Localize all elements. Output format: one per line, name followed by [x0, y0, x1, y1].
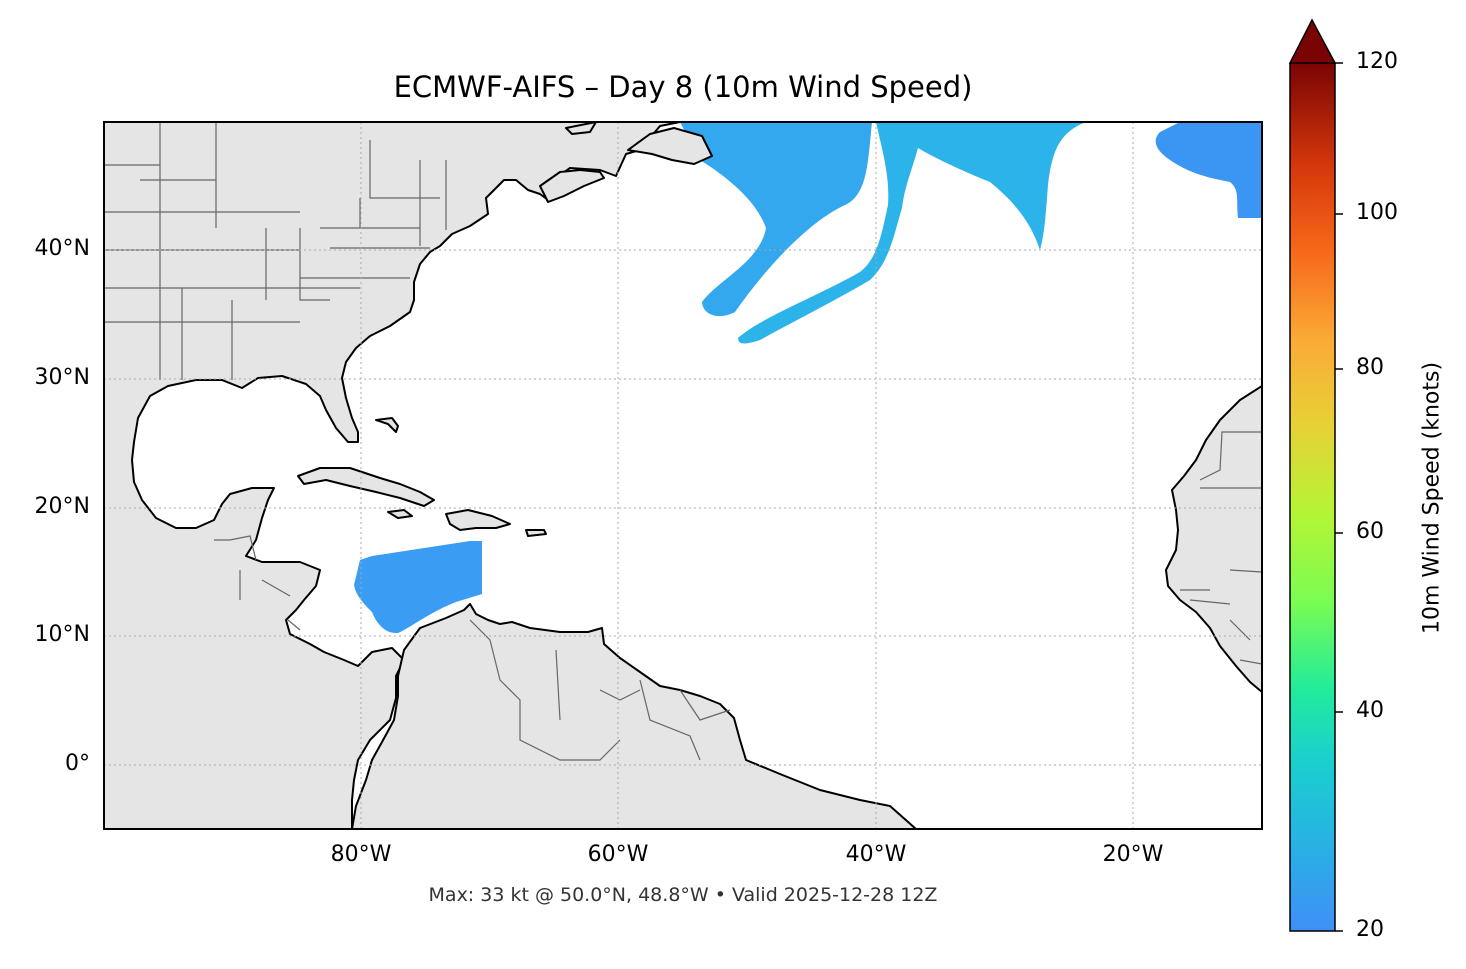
jamaica	[387, 509, 413, 519]
map-title: ECMWF-AIFS – Day 8 (10m Wind Speed)	[393, 70, 973, 104]
colorbar	[1288, 18, 1343, 932]
labrador-fragment	[565, 122, 597, 135]
wind-patch-north-atlantic-2	[738, 122, 1086, 344]
colorbar-tick: 80	[1356, 355, 1384, 380]
lon-tick: 80°W	[330, 842, 392, 867]
colorbar-label: 10m Wind Speed (knots)	[1419, 361, 1445, 635]
boundaries	[104, 122, 1262, 761]
south-america	[351, 603, 917, 829]
land	[104, 122, 1262, 829]
colorbar-tick: 120	[1356, 49, 1398, 74]
lat-tick: 0°	[65, 751, 90, 776]
colorbar-tick: 100	[1356, 200, 1398, 225]
lat-tick: 30°N	[34, 365, 90, 390]
colorbar-tick: 20	[1356, 917, 1384, 942]
lon-tick: 60°W	[587, 842, 649, 867]
colorbar-tick: 40	[1356, 698, 1384, 723]
puerto-rico	[525, 529, 547, 537]
newfoundland	[627, 127, 713, 165]
colorbar-outline	[1289, 63, 1336, 932]
colorbar-tick: 60	[1356, 519, 1384, 544]
nova-scotia	[539, 169, 605, 203]
hispaniola	[445, 509, 511, 531]
lat-tick: 20°N	[34, 494, 90, 519]
lon-tick: 40°W	[845, 842, 907, 867]
lon-tick: 20°W	[1102, 842, 1164, 867]
max-wind-footer: Max: 33 kt @ 50.0°N, 48.8°W • Valid 2025…	[428, 884, 938, 906]
cuba	[297, 467, 435, 507]
lat-tick: 10°N	[34, 622, 90, 647]
wind-patch-north-atlantic-1	[680, 122, 872, 317]
gridlines	[104, 122, 1262, 829]
north-america	[104, 122, 681, 829]
colorbar-fill	[1290, 63, 1335, 931]
map-frame	[103, 121, 1263, 830]
lat-tick: 40°N	[34, 236, 90, 261]
wind-patch-caribbean	[354, 541, 482, 634]
wind-patch-europe	[1155, 122, 1262, 218]
bahamas	[375, 417, 399, 433]
colorbar-extend-arrow	[1288, 18, 1337, 64]
west-africa	[1165, 385, 1262, 693]
